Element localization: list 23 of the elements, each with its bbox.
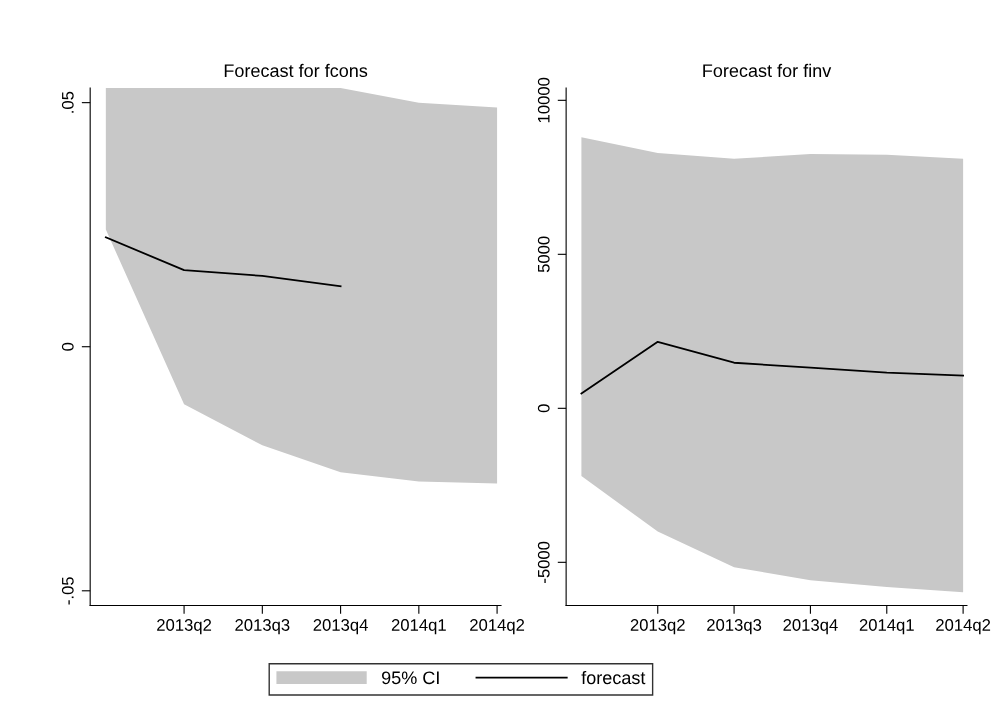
x-tick-label: 2013q4 (783, 619, 838, 635)
y-tick-label: -5000 (537, 541, 550, 583)
x-tick-label: 2013q3 (707, 619, 762, 635)
x-tick-label: 2013q2 (157, 619, 212, 635)
legend-label: forecast (581, 670, 646, 685)
x-tick-label: 2014q1 (859, 619, 914, 635)
y-tick-label: 0 (61, 342, 74, 351)
legend-label: 95% CI (382, 671, 439, 685)
y-tick-label: 5000 (537, 236, 550, 273)
x-tick-label: 2013q3 (235, 619, 290, 635)
x-tick-label: 2014q1 (391, 619, 446, 635)
line-series (580, 340, 965, 395)
y-tick-label: .05 (61, 91, 74, 113)
y-tick-label: 10000 (537, 77, 550, 123)
x-tick-label: 2014q2 (936, 619, 991, 635)
chart-title: Forecast for fcons (224, 63, 368, 78)
x-tick-label: 2014q2 (470, 619, 525, 635)
y-tick-label: -.05 (61, 577, 74, 605)
x-tick-label: 2013q4 (313, 619, 368, 635)
x-tick-label: 2013q2 (630, 619, 685, 635)
chart-title: Forecast for finv (703, 63, 832, 78)
y-tick-label: 0 (537, 404, 550, 413)
line-series (104, 236, 342, 288)
